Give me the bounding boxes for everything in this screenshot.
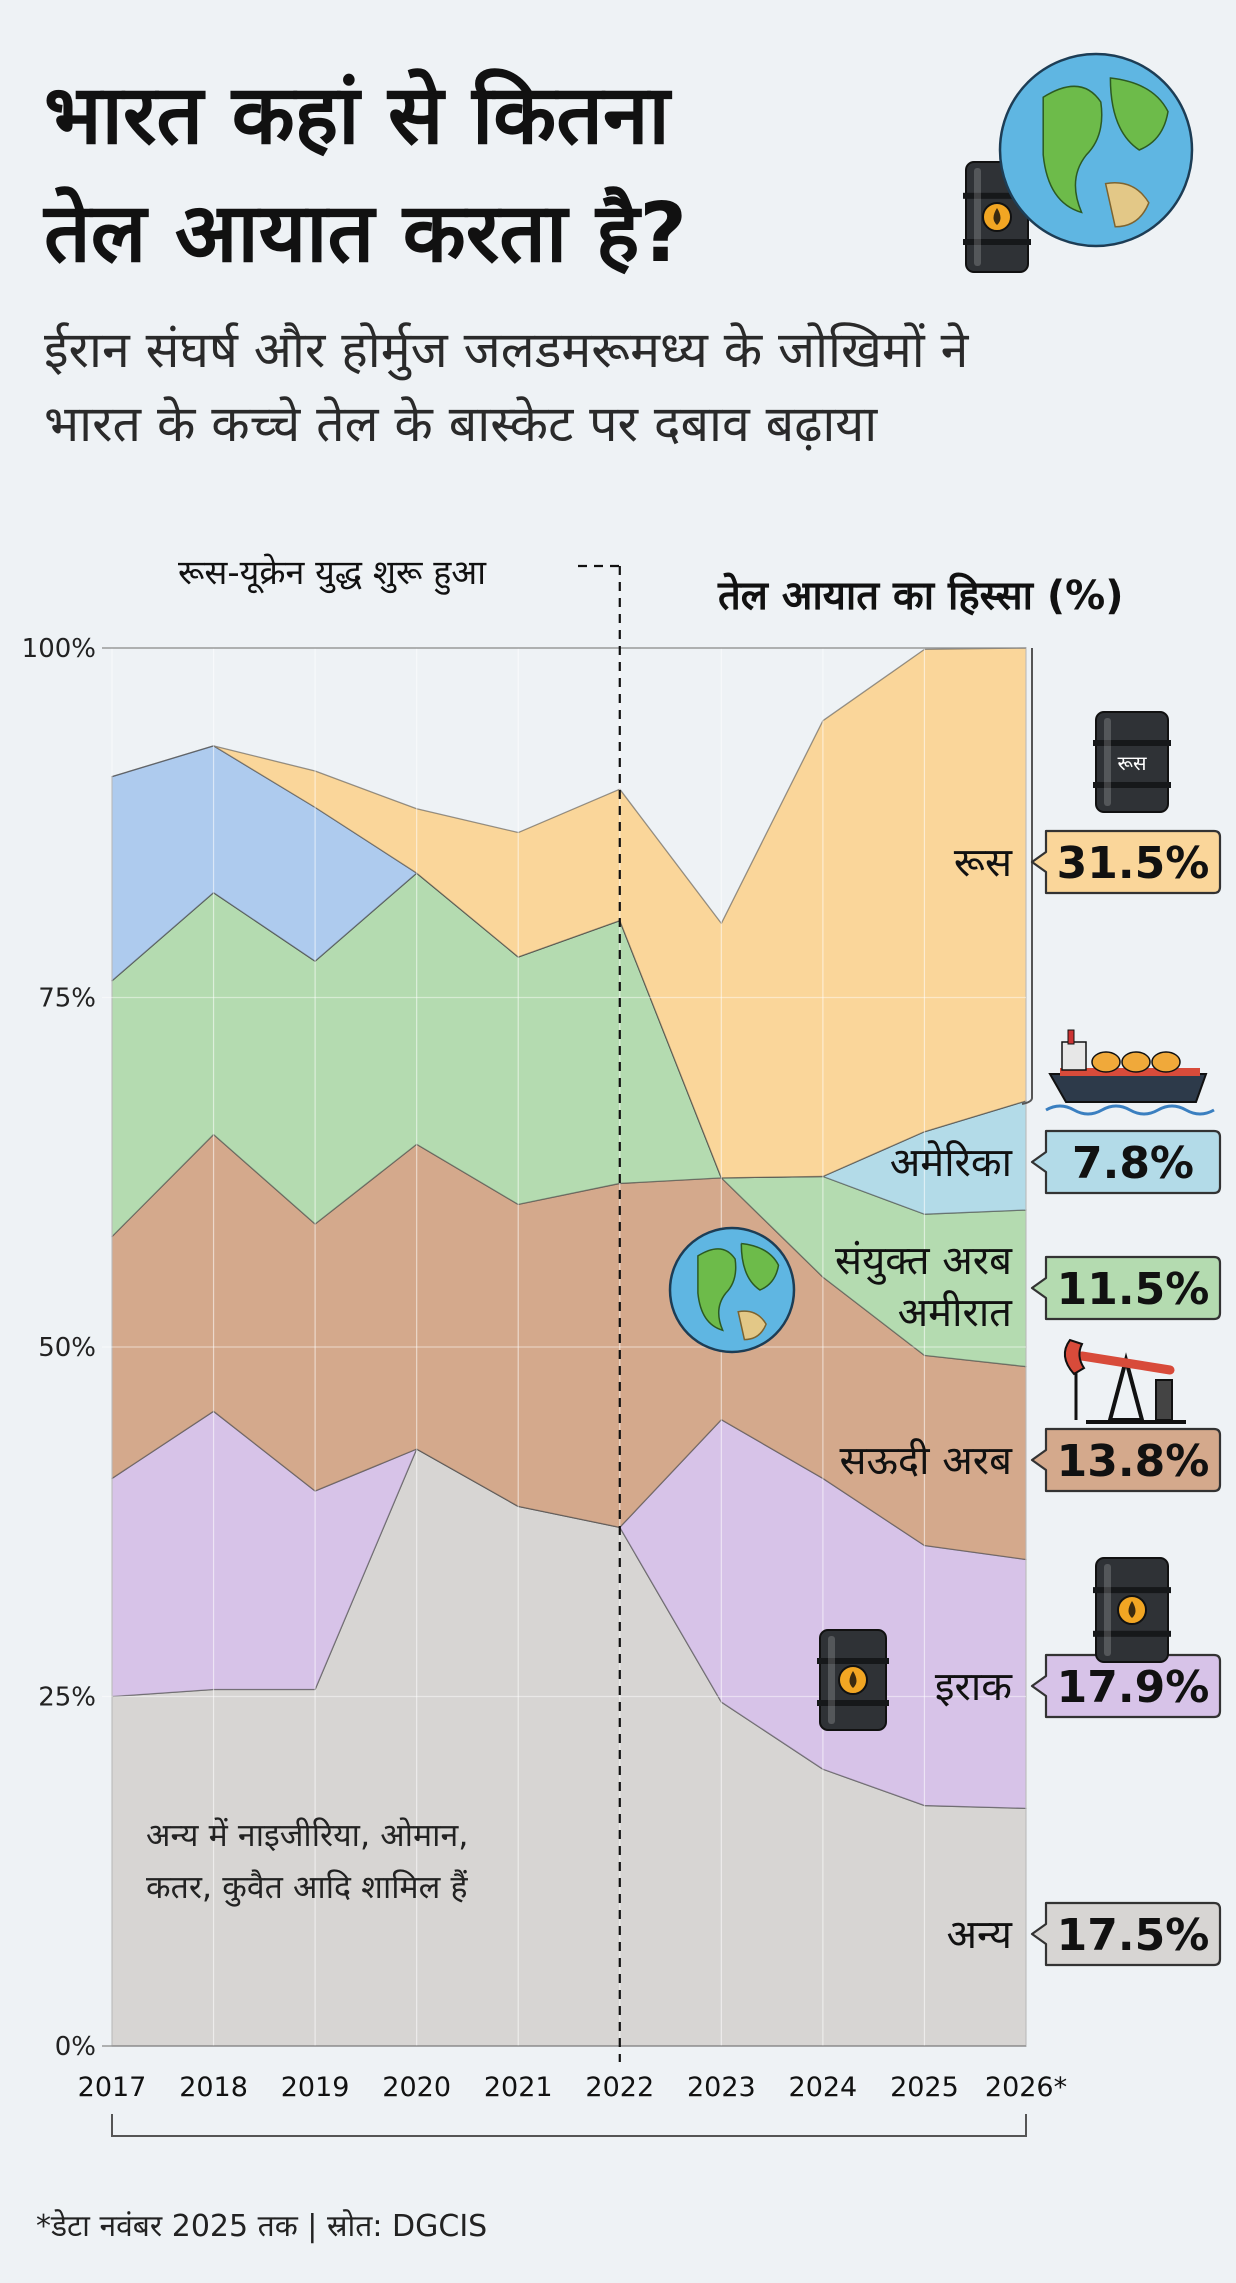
ship-tank [1091,1051,1121,1073]
barrel-ring [1093,1630,1171,1637]
barrel-shine [1104,718,1111,806]
callout-label-uae: संयुक्त अरब [835,1238,1013,1285]
barrel-icon: रूस [1093,711,1171,813]
footnote: *डेटा नवंबर 2025 तक | स्रोत: DGCIS [36,2209,488,2244]
callout-badge-iraq [1030,1653,1222,1719]
barrel-ring [963,239,1031,245]
callout-label-others: अन्य [946,1912,1012,1958]
x-tick-label: 2026* [985,2072,1067,2103]
grid-layer [102,647,1027,2047]
x-tick-label: 2019 [281,2072,350,2103]
ship-tank [1151,1051,1181,1073]
callout-badge-saudi [1030,1427,1222,1493]
axis-layer: 0% 25% 50% 75% 100% 2017 2018 2019 2020 2021 2022 2… [22,564,1067,2137]
oil-drop [1128,1601,1136,1618]
callout-label-usa: अमेरिका [890,1140,1013,1186]
globe-icon [998,52,1194,248]
callout-label-2-uae: अमीरात [898,1290,1014,1336]
globe-ocean [668,1226,796,1354]
y-tick-label: 25% [38,1683,96,1713]
globe-ocean [998,52,1194,248]
barrel-ring [1093,782,1171,788]
title-line-2: तेल आयात करता है? [44,186,687,281]
callout-value-others: 17.5% [1057,1910,1210,1961]
pumpjack-beam [1077,1351,1175,1375]
barrel-ring [1093,1587,1171,1594]
ship-bridge [1061,1041,1087,1071]
title-line-1: भारत कहां से कितना [44,68,670,163]
others-note-line-2: कतर, कुवैत आदि शामिल हैं [146,1868,469,1907]
x-tick-label: 2022 [585,2072,654,2103]
callout-badge-russia [1030,829,1222,895]
pumpjack-counterweight [1155,1379,1173,1421]
barrel-ring [817,1658,889,1664]
callout-value-russia: 31.5% [1057,838,1210,889]
ship-stripe [1060,1068,1200,1076]
middle-east-map-icon [668,1226,796,1354]
event-annotation: रूस-यूक्रेन युद्ध शुरू हुआ [178,553,487,593]
callout-badge-usa [1030,1129,1222,1195]
callout-label-iraq: इराक [935,1664,1013,1710]
x-tick-label: 2017 [78,2072,147,2103]
icon-layer: रूस [668,52,1215,1731]
x-bracket [111,2114,1027,2137]
callout-value-uae: 11.5% [1057,1264,1210,1315]
globe-land [1042,85,1103,214]
globe-land [737,1310,767,1341]
barrel-ring [963,192,1031,199]
pumpjack-icon [1063,1338,1186,1424]
x-tick-label: 2024 [789,2072,858,2103]
pumpjack-head [1063,1338,1086,1376]
globe-land [740,1242,780,1291]
callout-value-iraq: 17.9% [1057,1662,1210,1713]
y-tick-label: 75% [38,984,96,1014]
subtitle-line-2: भारत के कच्चे तेल के बास्केट पर दबाव बढ़… [44,395,878,453]
globe-land [1109,77,1169,151]
y-tick-label: 50% [38,1333,96,1363]
ship-funnel [1067,1029,1075,1045]
barrel-shine [1104,1564,1111,1656]
globe-land [1104,182,1150,228]
x-tick-label: 2018 [179,2072,248,2103]
top-bracket-tail [1021,1097,1033,1105]
callout-value-usa: 7.8% [1072,1138,1194,1189]
ship-icon [1045,1029,1215,1116]
others-note-line-1: अन्य में नाइजीरिया, ओमान, [146,1816,468,1854]
barrel-label: रूस [1117,751,1147,775]
barrel-ring [1093,740,1171,746]
x-tick-label: 2023 [687,2072,756,2103]
ship-tank [1121,1051,1151,1073]
oil-drop [849,1671,857,1688]
barrel-shine [974,168,981,266]
barrel-icon [817,1629,889,1731]
barrel-shine [828,1636,835,1724]
callout-value-saudi: 13.8% [1057,1436,1210,1487]
oil-drop [993,208,1001,225]
globe-land [697,1248,737,1332]
x-tick-label: 2020 [382,2072,451,2103]
barrel-ring [817,1700,889,1706]
callout-label-russia: रूस [954,840,1013,886]
callout-badge-others [1030,1901,1222,1967]
barrel-icon [1093,1557,1171,1663]
area-layer [111,647,1027,2047]
ship-hull [1048,1073,1208,1103]
callout-layer: 31.5% रूस 7.8% अमेरिका 11.5% संयुक्त अरब अमीरा… [835,829,1222,1967]
x-tick-label: 2021 [484,2072,553,2103]
y-tick-label: 0% [55,2032,96,2062]
y-tick-label: 100% [22,634,96,664]
share-header: तेल आयात का हिस्सा (%) [718,573,1124,619]
ship-water [1045,1104,1215,1116]
x-tick-label: 2025 [890,2072,959,2103]
callout-badge-uae [1030,1255,1222,1321]
subtitle-line-1: ईरान संघर्ष और होर्मुज जलडमरूमध्य के जोख… [44,321,969,379]
callout-label-saudi: सऊदी अरब [839,1438,1013,1484]
